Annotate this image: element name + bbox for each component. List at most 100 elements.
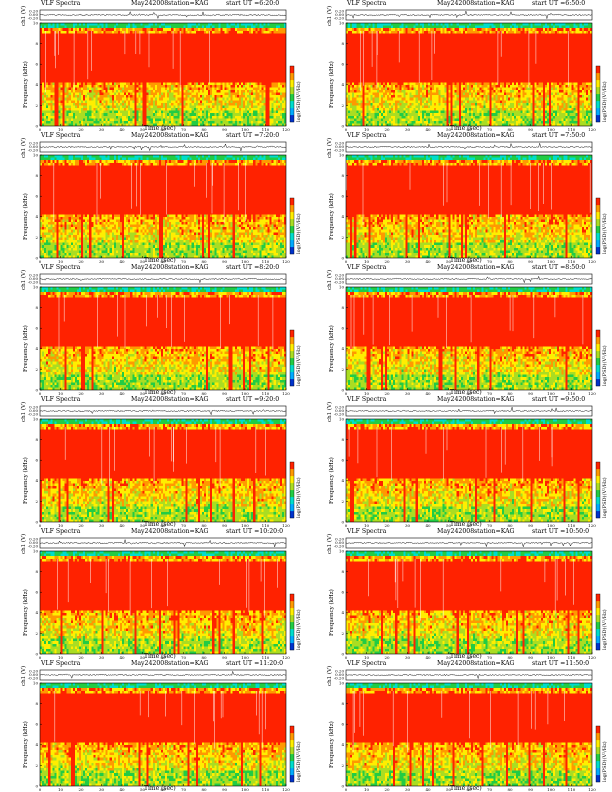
- colorbar-label: log(PSD)(V²/Hz): [602, 81, 608, 122]
- y-tick-label: 8: [341, 437, 344, 442]
- panel-station: station=KAG: [168, 264, 209, 271]
- x-tick-label: 90: [528, 523, 534, 528]
- x-tick-label: 10: [364, 259, 370, 264]
- time-axis-label: Time (sec): [144, 125, 176, 132]
- x-tick-label: 80: [507, 523, 513, 528]
- x-tick-label: 60: [160, 655, 166, 660]
- colorbar-segment: [596, 768, 600, 776]
- x-tick-label: 60: [466, 127, 472, 132]
- colorbar-frame: [595, 593, 601, 651]
- ch1-tick-label: -0.20: [334, 412, 345, 417]
- y-tick-label: 8: [35, 437, 38, 442]
- panel-title: VLF Spectra: [41, 132, 80, 139]
- ch1-trace: [39, 538, 287, 548]
- y-tick-label: 0: [341, 123, 344, 128]
- colorbar-frame: [289, 461, 295, 519]
- y-tick-label: 10: [339, 548, 345, 553]
- y-tick-label: 10: [33, 548, 39, 553]
- y-tick-label: 2: [341, 367, 344, 372]
- y-tick-label: 2: [341, 631, 344, 636]
- x-tick-label: 30: [405, 523, 411, 528]
- ch1-tick-label: 0.00: [335, 12, 344, 17]
- x-tick-label: 110: [262, 127, 270, 132]
- y-tick-label: 6: [35, 722, 38, 727]
- x-tick-label: 30: [99, 259, 105, 264]
- y-tick-label: 4: [35, 478, 38, 483]
- x-tick-label: 90: [528, 259, 534, 264]
- time-axis-label: Time (sec): [450, 785, 482, 792]
- x-tick-label: 50: [140, 259, 146, 264]
- panel-date: May242008: [437, 660, 474, 667]
- panel-title: VLF Spectra: [347, 0, 386, 7]
- x-tick-label: 50: [140, 655, 146, 660]
- x-tick-label: 10: [58, 655, 64, 660]
- y-tick-label: 8: [35, 173, 38, 178]
- spectra-plot: 0 10 20 30 40 50 60 70 80 90 100 110 120 0 2 4 6 8 10 0.200…: [28, 141, 295, 264]
- ch1-tick-label: 0.20: [29, 405, 38, 410]
- colorbar-frame: [595, 725, 601, 783]
- ch1-trace: [39, 143, 287, 152]
- x-tick-label: 60: [466, 259, 472, 264]
- time-axis-label: Time (sec): [450, 653, 482, 660]
- spectrogram: [346, 23, 593, 127]
- panel-title: VLF Spectra: [347, 396, 386, 403]
- colorbar-segment: [596, 469, 600, 477]
- colorbar-segment: [596, 462, 600, 470]
- x-tick-label: 80: [507, 127, 513, 132]
- x-tick-label: 60: [466, 391, 472, 396]
- ch1-axis-label: ch1 (V): [327, 270, 333, 290]
- panel-start-time: start UT =10:50:0: [532, 528, 589, 535]
- colorbar-label: log(PSD)(V²/Hz): [602, 345, 608, 386]
- spectra-panel: VLF Spectra May242008 station=KAG start UT …: [0, 0, 306, 132]
- x-tick-label: 20: [384, 259, 390, 264]
- x-tick-label: 20: [384, 787, 390, 792]
- colorbar-segment: [596, 330, 600, 338]
- colorbar-label: log(PSD)(V²/Hz): [602, 477, 608, 518]
- spectra-panel: VLF Spectra May242008 station=KAG start UT …: [306, 0, 612, 132]
- colorbar-segment: [290, 247, 294, 255]
- frequency-axis-label: Frequency (kHz): [23, 61, 29, 108]
- ch1-trace: [345, 275, 593, 284]
- colorbar-segment: [596, 226, 600, 234]
- x-tick-label: 0: [39, 787, 42, 792]
- colorbar-label: log(PSD)(V²/Hz): [296, 477, 302, 518]
- spectrogram: [40, 551, 287, 655]
- x-tick-label: 110: [568, 127, 576, 132]
- y-tick-label: 10: [339, 416, 345, 421]
- y-tick-label: 2: [341, 235, 344, 240]
- y-tick-label: 2: [35, 367, 38, 372]
- panel-start-time: start UT =6:20:0: [226, 0, 279, 7]
- y-tick-label: 2: [35, 631, 38, 636]
- y-tick-label: 4: [341, 478, 344, 483]
- colorbar-segment: [596, 198, 600, 206]
- y-tick-label: 2: [341, 103, 344, 108]
- colorbar-frame: [289, 725, 295, 783]
- ch1-tick-label: 0.20: [335, 669, 344, 674]
- colorbar-label: log(PSD)(V²/Hz): [296, 213, 302, 254]
- x-tick-label: 0: [39, 391, 42, 396]
- frequency-axis-label: Frequency (kHz): [23, 193, 29, 240]
- y-tick-label: 10: [339, 152, 345, 157]
- colorbar-segment: [290, 469, 294, 477]
- x-tick-label: 80: [201, 127, 207, 132]
- x-tick-label: 110: [262, 787, 270, 792]
- colorbar-segment: [596, 101, 600, 109]
- colorbar-segment: [596, 615, 600, 623]
- x-tick-label: 0: [39, 259, 42, 264]
- frequency-axis-label: Frequency (kHz): [329, 721, 335, 768]
- ch1-tick-label: 0.00: [29, 672, 38, 677]
- colorbar-frame: [289, 329, 295, 387]
- x-tick-label: 10: [58, 259, 64, 264]
- y-tick-label: 8: [35, 305, 38, 310]
- colorbar-segment: [596, 636, 600, 644]
- x-tick-label: 100: [241, 127, 249, 132]
- spectrogram: [346, 683, 593, 787]
- panel-date: May242008: [131, 396, 168, 403]
- panel-date: May242008: [131, 0, 168, 7]
- x-tick-label: 70: [487, 391, 493, 396]
- ch1-axis-label: ch1 (V): [21, 138, 27, 158]
- ch1-tick-label: 0.20: [29, 141, 38, 146]
- x-tick-label: 0: [39, 655, 42, 660]
- x-tick-label: 120: [588, 259, 596, 264]
- ch1-axis-label: ch1 (V): [327, 534, 333, 554]
